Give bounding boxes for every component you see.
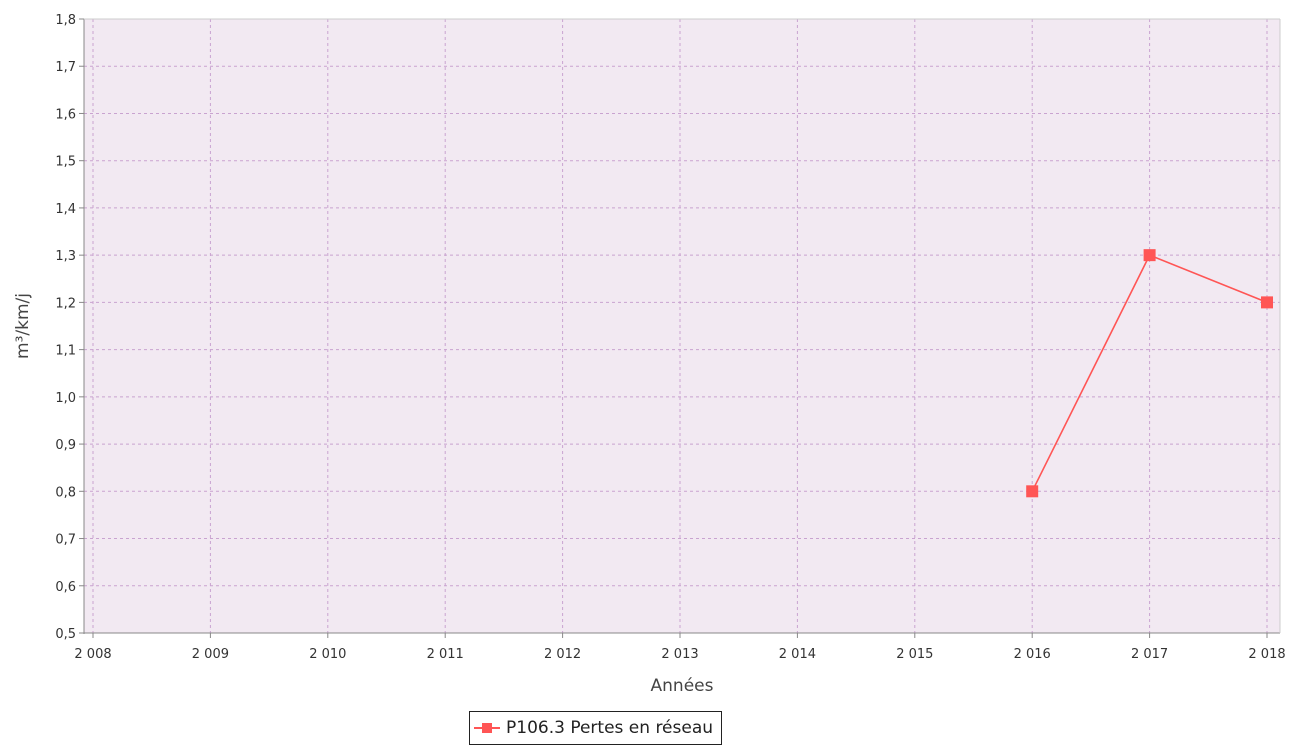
x-tick-label: 2 010 [309, 647, 346, 662]
x-tick-label: 2 015 [896, 647, 933, 662]
y-tick-label: 0,6 [55, 580, 76, 595]
x-tick-label: 2 011 [427, 647, 464, 662]
y-tick-label: 1,2 [55, 296, 76, 311]
legend: P106.3 Pertes en réseau [469, 711, 723, 745]
y-tick-label: 0,5 [55, 627, 76, 642]
y-tick-label: 1,6 [55, 107, 76, 122]
y-tick-label: 1,8 [55, 13, 76, 28]
y-tick-label: 0,7 [55, 533, 76, 548]
x-axis-title: Années [651, 676, 714, 696]
legend-label: P106.3 Pertes en réseau [506, 718, 714, 738]
legend-swatch-icon [474, 718, 500, 738]
x-tick-label: 2 017 [1131, 647, 1168, 662]
y-tick-label: 0,8 [55, 485, 76, 500]
x-tick-label: 2 008 [74, 647, 111, 662]
y-tick-label: 1,4 [55, 202, 76, 217]
x-axis-ticks: 2 008 2 009 2 010 2 011 2 012 2 013 2 014 2 015… [74, 633, 1286, 662]
x-tick-label: 2 012 [544, 647, 581, 662]
axes [83, 18, 1281, 634]
y-axis-ticks: 0,5 0,6 0,7 0,8 0,9 1,0 1,1 1,2 1,3 1,4 1,5 1,6 1,7 1… [55, 13, 84, 642]
x-tick-label: 2 014 [779, 647, 816, 662]
y-tick-label: 1,3 [55, 249, 76, 264]
line-chart: 2 008 2 009 2 010 2 011 2 012 2 013 2 014 2 015… [13, 13, 1286, 696]
y-axis-title: m³/km/j [13, 293, 33, 359]
x-tick-label: 2 013 [661, 647, 698, 662]
data-point-marker [1261, 296, 1273, 309]
x-tick-label: 2 018 [1248, 647, 1285, 662]
plot-area [84, 19, 1280, 633]
series-layer [1026, 249, 1273, 498]
y-tick-label: 1,5 [55, 155, 76, 170]
x-tick-label: 2 016 [1014, 647, 1051, 662]
data-point-marker [1026, 485, 1039, 498]
legend-marker [482, 723, 492, 733]
x-tick-label: 2 009 [192, 647, 229, 662]
y-tick-label: 1,1 [55, 344, 76, 359]
y-tick-label: 0,9 [55, 438, 76, 453]
y-tick-label: 1,7 [55, 60, 76, 75]
y-tick-label: 1,0 [55, 391, 76, 406]
data-point-marker [1143, 249, 1156, 262]
